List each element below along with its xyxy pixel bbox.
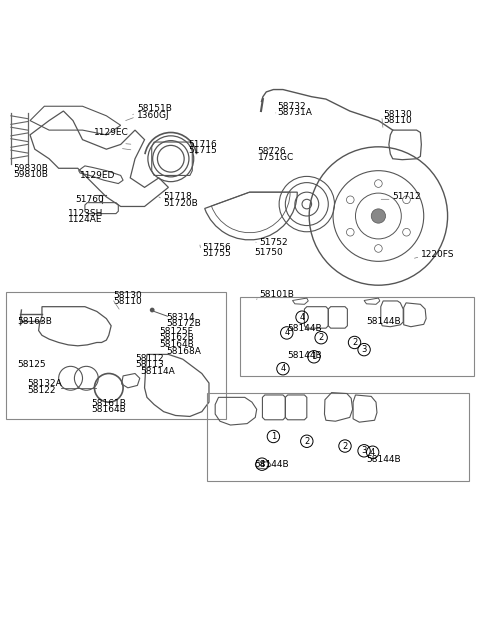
- Circle shape: [371, 209, 385, 223]
- Bar: [206, 393, 469, 481]
- Text: 1129EC: 1129EC: [95, 128, 129, 137]
- Text: 51712: 51712: [393, 193, 421, 202]
- Text: 4: 4: [259, 460, 264, 469]
- Text: 58726: 58726: [258, 147, 286, 156]
- Text: 4: 4: [280, 364, 286, 373]
- Text: 58731A: 58731A: [277, 108, 312, 117]
- Text: 58163B: 58163B: [17, 317, 52, 325]
- Text: 1129ED: 1129ED: [80, 171, 116, 180]
- Text: 58130: 58130: [114, 291, 142, 300]
- Text: 51755: 51755: [202, 248, 230, 257]
- Text: 51715: 51715: [189, 146, 217, 155]
- Text: 51716: 51716: [189, 140, 217, 149]
- Text: 51760: 51760: [75, 195, 104, 204]
- Text: 58161B: 58161B: [91, 399, 126, 408]
- Text: 51750: 51750: [254, 248, 283, 257]
- Text: 59810B: 59810B: [13, 170, 48, 179]
- Text: 2: 2: [304, 437, 310, 446]
- Text: 58144B: 58144B: [366, 317, 401, 325]
- Text: 51752: 51752: [259, 238, 288, 247]
- Text: 1: 1: [271, 432, 276, 441]
- Circle shape: [347, 196, 354, 204]
- Text: 4: 4: [284, 329, 289, 338]
- Text: 1: 1: [312, 352, 317, 361]
- Text: 58162B: 58162B: [159, 333, 193, 342]
- Text: 3: 3: [361, 446, 367, 455]
- Text: 58112: 58112: [135, 354, 164, 363]
- Text: 2: 2: [319, 333, 324, 342]
- Text: 1751GC: 1751GC: [258, 153, 294, 162]
- Text: 2: 2: [352, 338, 357, 347]
- Text: 58144B: 58144B: [288, 324, 323, 333]
- Circle shape: [150, 308, 155, 313]
- Text: 51756: 51756: [202, 243, 230, 252]
- Text: 59830B: 59830B: [13, 164, 48, 173]
- Text: 58101B: 58101B: [259, 290, 294, 299]
- Text: 58114A: 58114A: [140, 367, 175, 376]
- Text: 58144B: 58144B: [366, 455, 401, 464]
- Text: 58125F: 58125F: [159, 327, 192, 336]
- Text: 58164B: 58164B: [159, 340, 193, 349]
- Text: 58168A: 58168A: [166, 347, 201, 356]
- Text: 58144B: 58144B: [288, 351, 323, 360]
- Bar: [240, 297, 474, 376]
- Text: 4: 4: [370, 447, 375, 456]
- Text: 1220FS: 1220FS: [421, 250, 455, 259]
- Text: 51720B: 51720B: [164, 198, 198, 207]
- Text: 3: 3: [361, 345, 367, 354]
- Text: 1124AE: 1124AE: [68, 215, 103, 224]
- Text: 58110: 58110: [383, 116, 412, 125]
- Text: 58113: 58113: [135, 360, 164, 369]
- Circle shape: [374, 245, 382, 252]
- Text: 58132A: 58132A: [28, 379, 62, 388]
- Text: 1123SH: 1123SH: [68, 209, 104, 218]
- Text: 58122: 58122: [28, 386, 56, 395]
- Text: 58110: 58110: [114, 297, 142, 306]
- Text: 51718: 51718: [164, 193, 192, 202]
- Text: 1360GJ: 1360GJ: [137, 111, 170, 120]
- Circle shape: [403, 196, 410, 204]
- Bar: [6, 292, 226, 419]
- Text: 58144B: 58144B: [254, 460, 289, 469]
- Text: 2: 2: [342, 442, 348, 451]
- Text: 58314: 58314: [166, 313, 195, 322]
- Text: 58732: 58732: [277, 101, 306, 111]
- Text: 58151B: 58151B: [137, 104, 172, 113]
- Text: 58125: 58125: [17, 360, 46, 369]
- Text: 4: 4: [300, 313, 305, 322]
- Circle shape: [347, 229, 354, 236]
- Text: 58164B: 58164B: [91, 405, 126, 414]
- Circle shape: [374, 180, 382, 187]
- Circle shape: [403, 229, 410, 236]
- Text: 58172B: 58172B: [166, 319, 201, 328]
- Text: 58130: 58130: [383, 110, 412, 119]
